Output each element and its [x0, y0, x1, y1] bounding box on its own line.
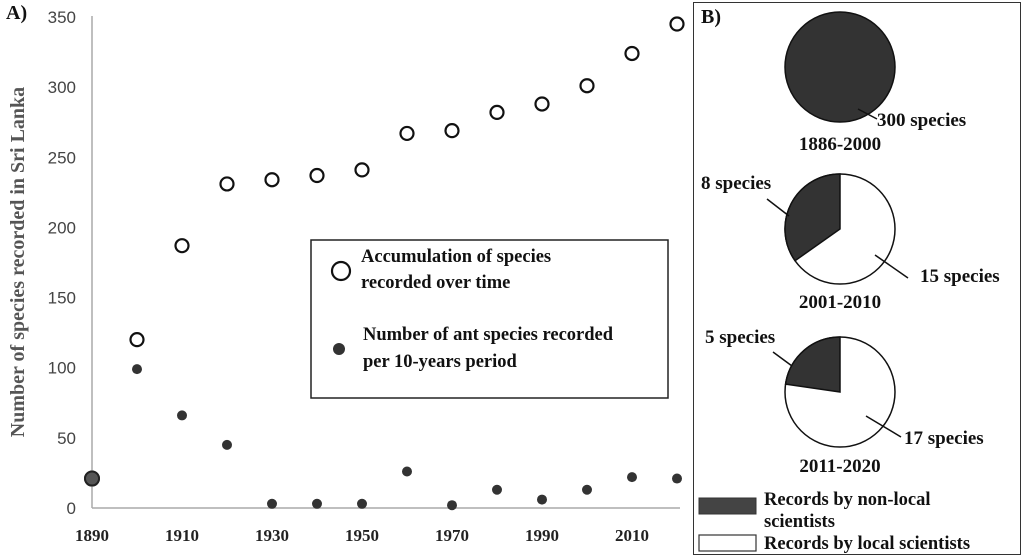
pie-leader-line	[865, 415, 902, 438]
pie-period-label: 2001-2010	[799, 292, 881, 313]
data-point-filled	[537, 494, 547, 505]
y-axis-label: Number of species recorded in Sri Lanka	[7, 87, 29, 437]
data-point-filled	[84, 470, 100, 487]
legend-non-local-swatch	[698, 497, 757, 515]
x-tick-label: 1950	[345, 526, 379, 545]
pie-slice-non-local	[784, 336, 841, 393]
legend-open-line2: recorded over time	[361, 273, 510, 293]
data-point-open	[309, 167, 325, 184]
legend-local-swatch	[698, 534, 757, 552]
scatter-chart: 0 50 100 150 200 250 300 350 1890 1910 1930 1950 19…	[7, 8, 685, 545]
pie-slice-label: 300 species	[877, 110, 966, 131]
pie-leader-line	[874, 254, 909, 279]
x-tick-label: 1890	[75, 526, 109, 545]
data-point-filled	[357, 498, 367, 509]
data-point-filled	[177, 410, 187, 421]
legend-filled-line1: Number of ant species recorded	[363, 325, 614, 345]
data-point-open	[489, 104, 505, 120]
legend-open-circle-icon	[330, 260, 352, 282]
pie-period-label: 2011-2020	[799, 456, 880, 477]
legend-open-line1: Accumulation of species	[361, 247, 551, 267]
legend-box	[310, 239, 669, 399]
legend-local-line1: Records by local scientists	[764, 534, 970, 554]
data-point-filled	[312, 498, 322, 509]
pie-1886-2000: 300 species 1886-2000	[784, 11, 966, 155]
data-point-filled	[132, 364, 142, 375]
panel-a-label: A)	[6, 2, 28, 24]
pie-slice-label: 17 species	[904, 428, 984, 449]
x-tick-label: 1990	[525, 526, 559, 545]
data-point-filled	[672, 473, 682, 484]
data-point-filled	[222, 439, 232, 450]
y-tick-label: 100	[48, 359, 76, 378]
pie-charts: 300 species 1886-2000 8 species 15 species 2…	[698, 11, 1000, 554]
data-point-open	[534, 96, 550, 112]
panel-b-label: B)	[701, 6, 721, 28]
panel-b: B) 300 species 1886-2000 8 species 15 speci…	[693, 2, 1021, 555]
data-point-filled	[267, 498, 277, 509]
data-point-open	[264, 172, 280, 188]
data-point-open	[444, 123, 460, 139]
pie-slice-non-local	[784, 173, 841, 262]
legend-filled-line2: per 10-years period	[363, 352, 518, 372]
y-tick-label: 350	[48, 8, 76, 27]
y-tick-label: 250	[48, 148, 76, 167]
data-point-open	[219, 176, 235, 192]
data-point-open	[579, 78, 595, 94]
data-point-filled	[402, 466, 412, 477]
y-tick-label: 50	[57, 429, 76, 448]
data-point-open	[354, 162, 370, 178]
data-point-filled	[627, 472, 637, 483]
x-tick-label: 2010	[615, 526, 649, 545]
data-point-filled	[582, 484, 592, 495]
y-tick-label: 0	[67, 499, 76, 518]
pie-leader-line	[772, 351, 793, 367]
legend-non-local-line2: scientists	[764, 512, 835, 532]
data-point-open	[399, 125, 415, 142]
data-point-open	[174, 238, 190, 254]
pie-slice-label: 15 species	[920, 266, 1000, 287]
pie-period-label: 1886-2000	[799, 134, 881, 155]
pie-2001-2010: 8 species 15 species 2001-2010	[701, 173, 1000, 313]
pie-slice-non_local	[784, 11, 896, 123]
pie-leader-line	[857, 108, 878, 120]
x-tick-label: 1970	[435, 526, 469, 545]
pie-slice-label: 5 species	[705, 327, 775, 348]
pie-leader-line	[766, 198, 790, 217]
pie-2011-2020: 5 species 17 species 2011-2020	[705, 327, 984, 477]
data-point-open	[129, 332, 145, 348]
x-tick-label: 1930	[255, 526, 289, 545]
legend: Accumulation of species recorded over ti…	[310, 239, 669, 399]
legend-non-local-line1: Records by non-local	[764, 490, 931, 510]
pie-slice-label: 8 species	[701, 173, 771, 194]
pie-legend: Records by non-local scientists Records …	[698, 490, 970, 554]
legend-filled-circle-icon	[333, 343, 345, 355]
data-point-open	[624, 45, 640, 62]
data-point-filled	[447, 500, 457, 511]
x-tick-label: 1910	[165, 526, 199, 545]
y-tick-label: 150	[48, 289, 76, 308]
y-tick-label: 200	[48, 218, 76, 237]
data-point-open	[669, 16, 685, 32]
y-tick-label: 300	[48, 78, 76, 97]
data-point-filled	[492, 484, 502, 495]
